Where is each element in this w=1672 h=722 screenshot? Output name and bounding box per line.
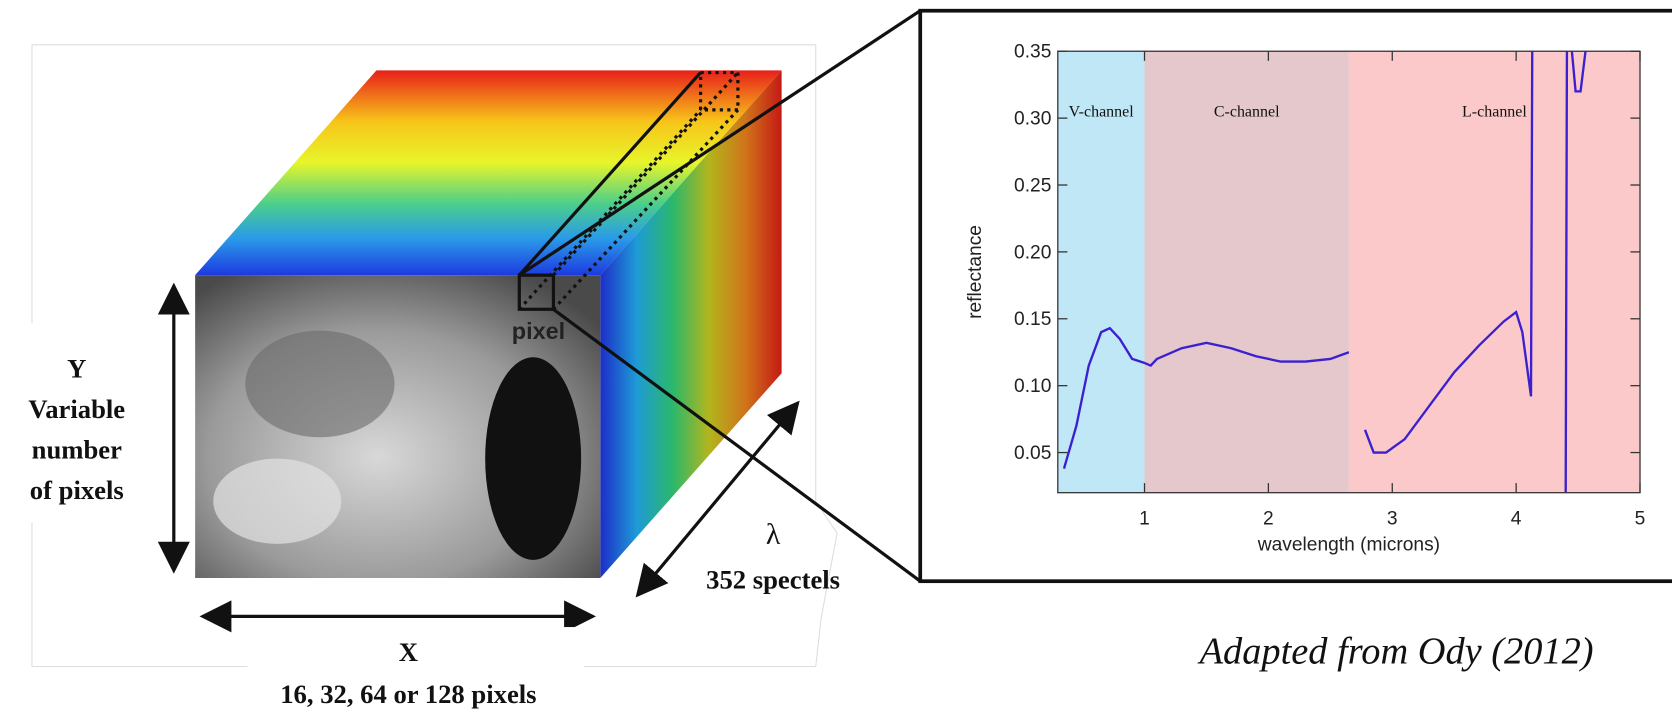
x-tick-label: 2 [1263,509,1274,530]
zoom-line [518,9,922,277]
y-tick-label: 0.25 [1014,175,1051,196]
channel-band [1144,51,1349,493]
y-title: Y [67,354,86,384]
x-text: 16, 32, 64 or 128 pixels [280,679,536,709]
lambda-arrow [635,400,800,598]
x-tick-label: 1 [1139,509,1150,530]
x-label-box [247,627,585,722]
moon-shadow [485,357,582,560]
y-label-box [0,323,150,523]
credit: Adapted from Ody (2012) [1197,630,1594,672]
y-text: of pixels [30,475,124,505]
x-tick-label: 4 [1511,509,1522,530]
pixel-box [517,273,556,311]
y-tick-label: 0.15 [1014,309,1051,330]
spectrum-line [1062,51,1587,493]
y-tick-label: 0.35 [1014,42,1051,63]
x-axis-label: wavelength (microns) [1257,534,1440,555]
spectels: 352 spectels [706,565,840,595]
prism-edge [518,71,702,277]
y-tick-label: 0.20 [1014,242,1051,263]
channel-label: C-channel [1214,103,1280,120]
moon-highland [213,458,342,544]
y-text: number [32,435,122,465]
cube-top [195,70,782,276]
x-tick-label: 5 [1635,509,1646,530]
x-tick-label: 3 [1387,509,1398,530]
chart: V-channel C-channel L-channel 0.05 0.10 0.15 0… [965,42,1645,556]
y-tick-label: 0.05 [1014,443,1051,464]
y-tick-label: 0.30 [1014,109,1051,130]
lambda: λ [766,518,781,551]
channel-band [1348,51,1641,493]
y-text: Variable [28,394,125,424]
moon-crater [245,330,395,438]
y-tick-label: 0.10 [1014,376,1051,397]
plot-frame [1057,50,1641,494]
channel-band [1057,51,1145,493]
x-title: X [399,637,418,667]
channel-label: L-channel [1462,103,1527,120]
prism [518,70,740,311]
y-axis-label: reflectance [965,225,986,319]
pixel-label: pixel [512,318,565,344]
channel-label: V-channel [1069,103,1135,120]
